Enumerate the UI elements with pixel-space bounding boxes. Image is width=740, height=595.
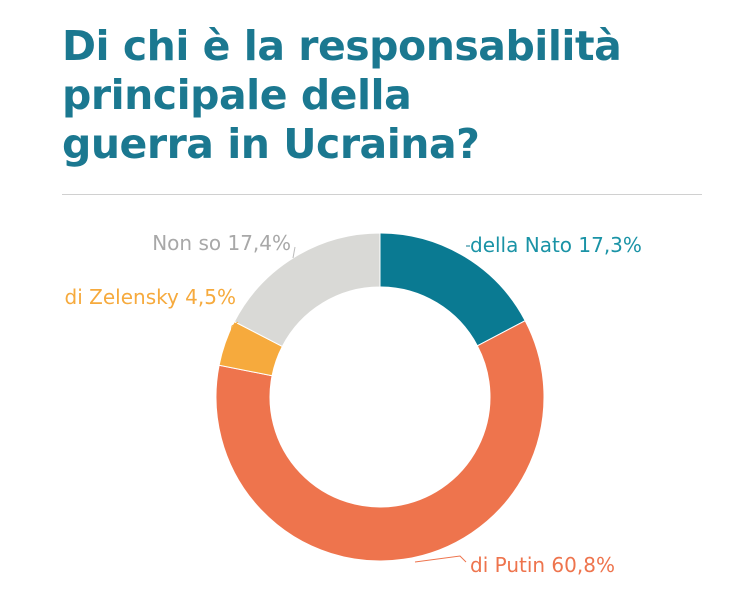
slice-label-zelensky: di Zelensky 4,5% <box>65 285 236 309</box>
slice-non-so <box>233 232 381 348</box>
leader-line-putin <box>414 555 467 563</box>
title-line: principale della <box>62 71 412 119</box>
slice-label-putin: di Putin 60,8% <box>470 553 615 577</box>
chart-title: Di chi è la responsabilità principale de… <box>62 22 622 169</box>
slice-putin <box>215 320 545 562</box>
slice-label-nato: della Nato 17,3% <box>470 233 642 257</box>
title-line: Di chi è la responsabilità <box>62 22 622 70</box>
leader-line-non-so <box>292 246 296 259</box>
divider <box>62 194 702 195</box>
leader-line-zelensky <box>228 321 239 346</box>
slice-label-non-so: Non so 17,4% <box>152 231 291 255</box>
title-line: guerra in Ucraina? <box>62 120 480 168</box>
